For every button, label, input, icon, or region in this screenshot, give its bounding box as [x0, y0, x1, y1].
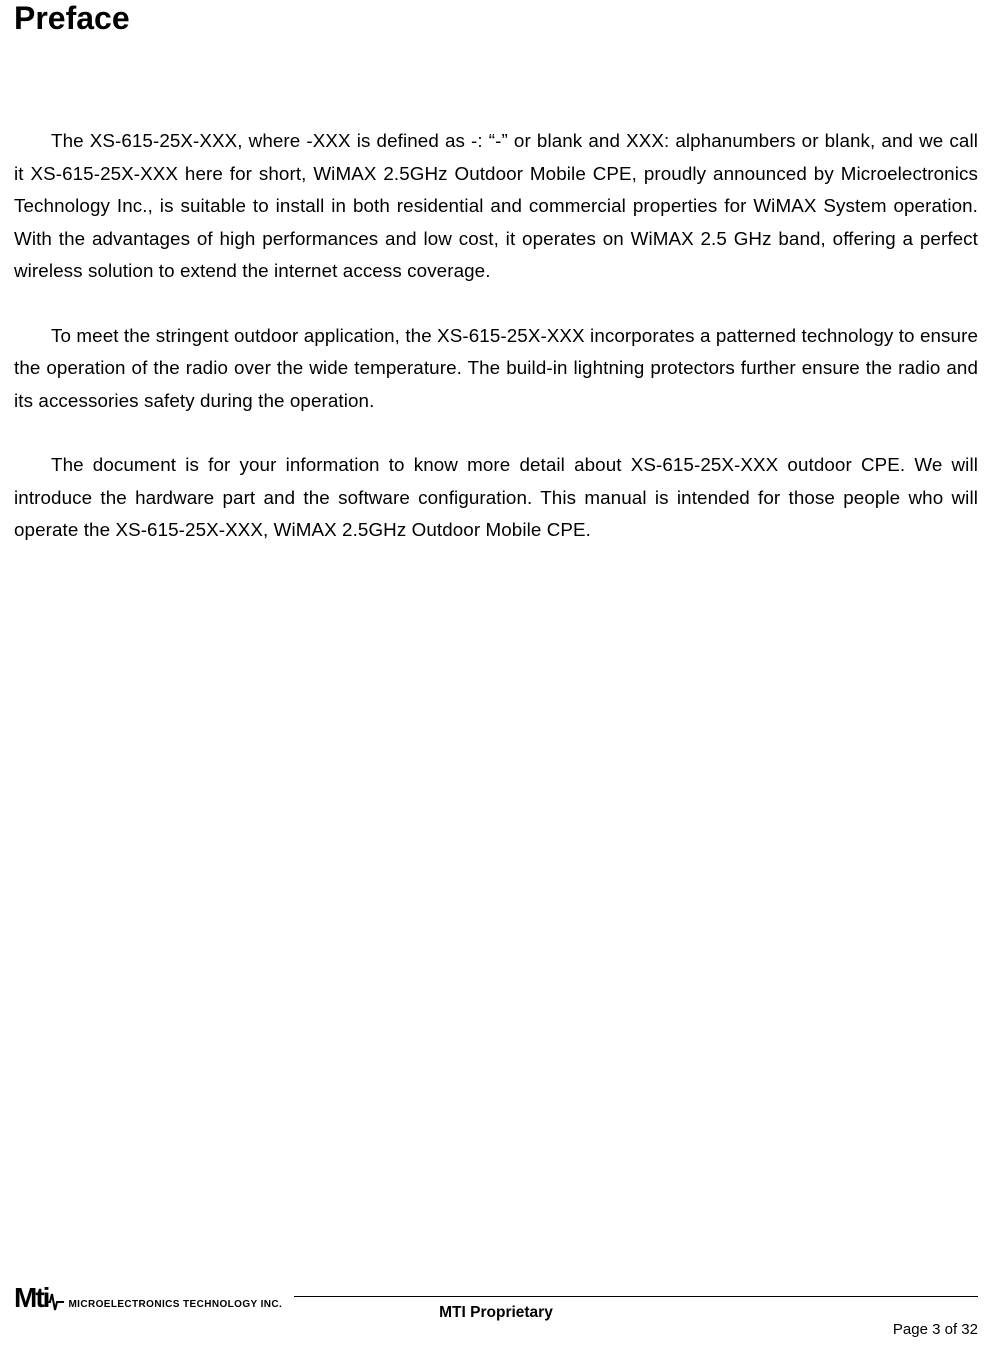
- footer-rule: [294, 1296, 978, 1297]
- page-title: Preface: [14, 0, 978, 37]
- paragraph-1: The XS-615-25X-XXX, where -XXX is define…: [14, 125, 978, 288]
- paragraph-3: The document is for your information to …: [14, 449, 978, 547]
- page-number: Page 3 of 32: [893, 1321, 978, 1338]
- footer-center-text: MTI Proprietary: [14, 1304, 978, 1322]
- paragraph-2: To meet the stringent outdoor applicatio…: [14, 320, 978, 418]
- document-page: Preface The XS-615-25X-XXX, where -XXX i…: [0, 0, 992, 1346]
